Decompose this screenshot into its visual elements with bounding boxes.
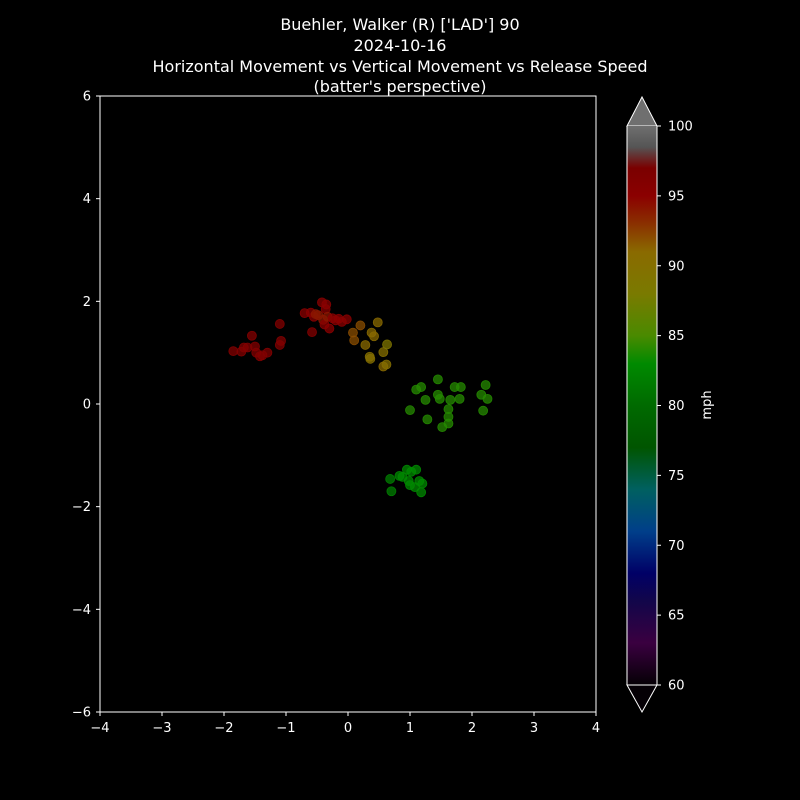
data-point xyxy=(341,314,352,325)
data-point xyxy=(372,317,383,328)
x-tick-label: 2 xyxy=(468,721,476,736)
colorbar-tick-label: 70 xyxy=(668,539,685,554)
colorbar-ticks: 60 65 70 75 80 85 90 95 100 xyxy=(657,120,693,694)
data-point xyxy=(382,339,392,350)
data-point xyxy=(445,394,456,405)
y-axis: −6 −4 −2 0 2 4 6 xyxy=(72,90,100,721)
data-point xyxy=(274,319,285,329)
data-point xyxy=(405,405,415,416)
x-tick-label: 4 xyxy=(592,721,600,736)
data-point xyxy=(369,331,379,342)
x-tick-label: 0 xyxy=(344,721,352,736)
colorbar-tick-label: 90 xyxy=(668,259,685,274)
data-point xyxy=(411,464,422,475)
data-point xyxy=(381,359,392,370)
x-axis: −4 −3 −2 −1 0 1 2 3 4 xyxy=(90,712,600,736)
colorbar-label: mph xyxy=(700,390,715,419)
x-tick-label: −4 xyxy=(90,721,109,736)
colorbar-gradient xyxy=(627,126,657,685)
colorbar: 60 65 70 75 80 85 90 95 100 mph xyxy=(626,95,715,714)
colorbar-extend-bottom xyxy=(626,684,658,714)
y-tick-label: −2 xyxy=(72,500,91,515)
data-point xyxy=(480,380,491,390)
y-tick-label: −6 xyxy=(72,706,91,721)
data-point xyxy=(378,347,389,358)
y-tick-label: 4 xyxy=(83,192,91,207)
data-point xyxy=(454,393,465,404)
data-point xyxy=(385,474,396,484)
data-point xyxy=(416,382,427,392)
data-point xyxy=(349,335,360,346)
x-tick-label: −3 xyxy=(152,721,171,736)
data-point xyxy=(324,323,335,334)
y-tick-label: −4 xyxy=(72,603,91,618)
colorbar-tick-label: 85 xyxy=(668,329,685,344)
x-tick-label: −2 xyxy=(214,721,233,736)
x-tick-label: −1 xyxy=(276,721,295,736)
y-tick-label: 0 xyxy=(83,398,91,413)
data-point xyxy=(422,414,433,425)
data-point xyxy=(482,393,493,404)
data-point xyxy=(455,382,466,392)
y-tick-label: 2 xyxy=(83,295,91,310)
data-points xyxy=(228,297,493,498)
colorbar-tick-label: 80 xyxy=(668,399,685,414)
colorbar-tick-label: 75 xyxy=(668,469,685,484)
y-tick-label: 6 xyxy=(83,90,91,105)
title-line-2: 2024-10-16 xyxy=(354,36,447,55)
chart-title: Buehler, Walker (R) ['LAD'] 90 2024-10-1… xyxy=(153,15,648,96)
data-point xyxy=(417,478,428,489)
plot-area xyxy=(100,96,596,712)
x-tick-label: 3 xyxy=(530,721,538,736)
data-point xyxy=(434,393,445,404)
data-point xyxy=(386,486,397,497)
data-point xyxy=(420,394,431,405)
data-point xyxy=(307,327,317,338)
data-point xyxy=(478,405,489,416)
data-point xyxy=(276,335,286,346)
data-point xyxy=(416,487,427,498)
data-point xyxy=(321,299,332,310)
title-line-3: Horizontal Movement vs Vertical Movement… xyxy=(153,57,648,76)
colorbar-tick-label: 95 xyxy=(668,189,685,204)
colorbar-tick-label: 65 xyxy=(668,609,685,624)
data-point xyxy=(432,374,443,385)
title-line-1: Buehler, Walker (R) ['LAD'] 90 xyxy=(280,15,519,34)
data-point xyxy=(365,353,376,364)
data-point xyxy=(246,330,257,341)
data-point xyxy=(262,347,273,358)
data-point xyxy=(228,346,239,357)
data-point xyxy=(355,320,366,331)
data-point xyxy=(360,340,371,350)
colorbar-tick-label: 60 xyxy=(668,679,685,694)
x-tick-label: 1 xyxy=(406,721,414,736)
data-point xyxy=(443,418,454,429)
title-line-4: (batter's perspective) xyxy=(314,77,487,96)
colorbar-tick-label: 100 xyxy=(668,120,693,135)
